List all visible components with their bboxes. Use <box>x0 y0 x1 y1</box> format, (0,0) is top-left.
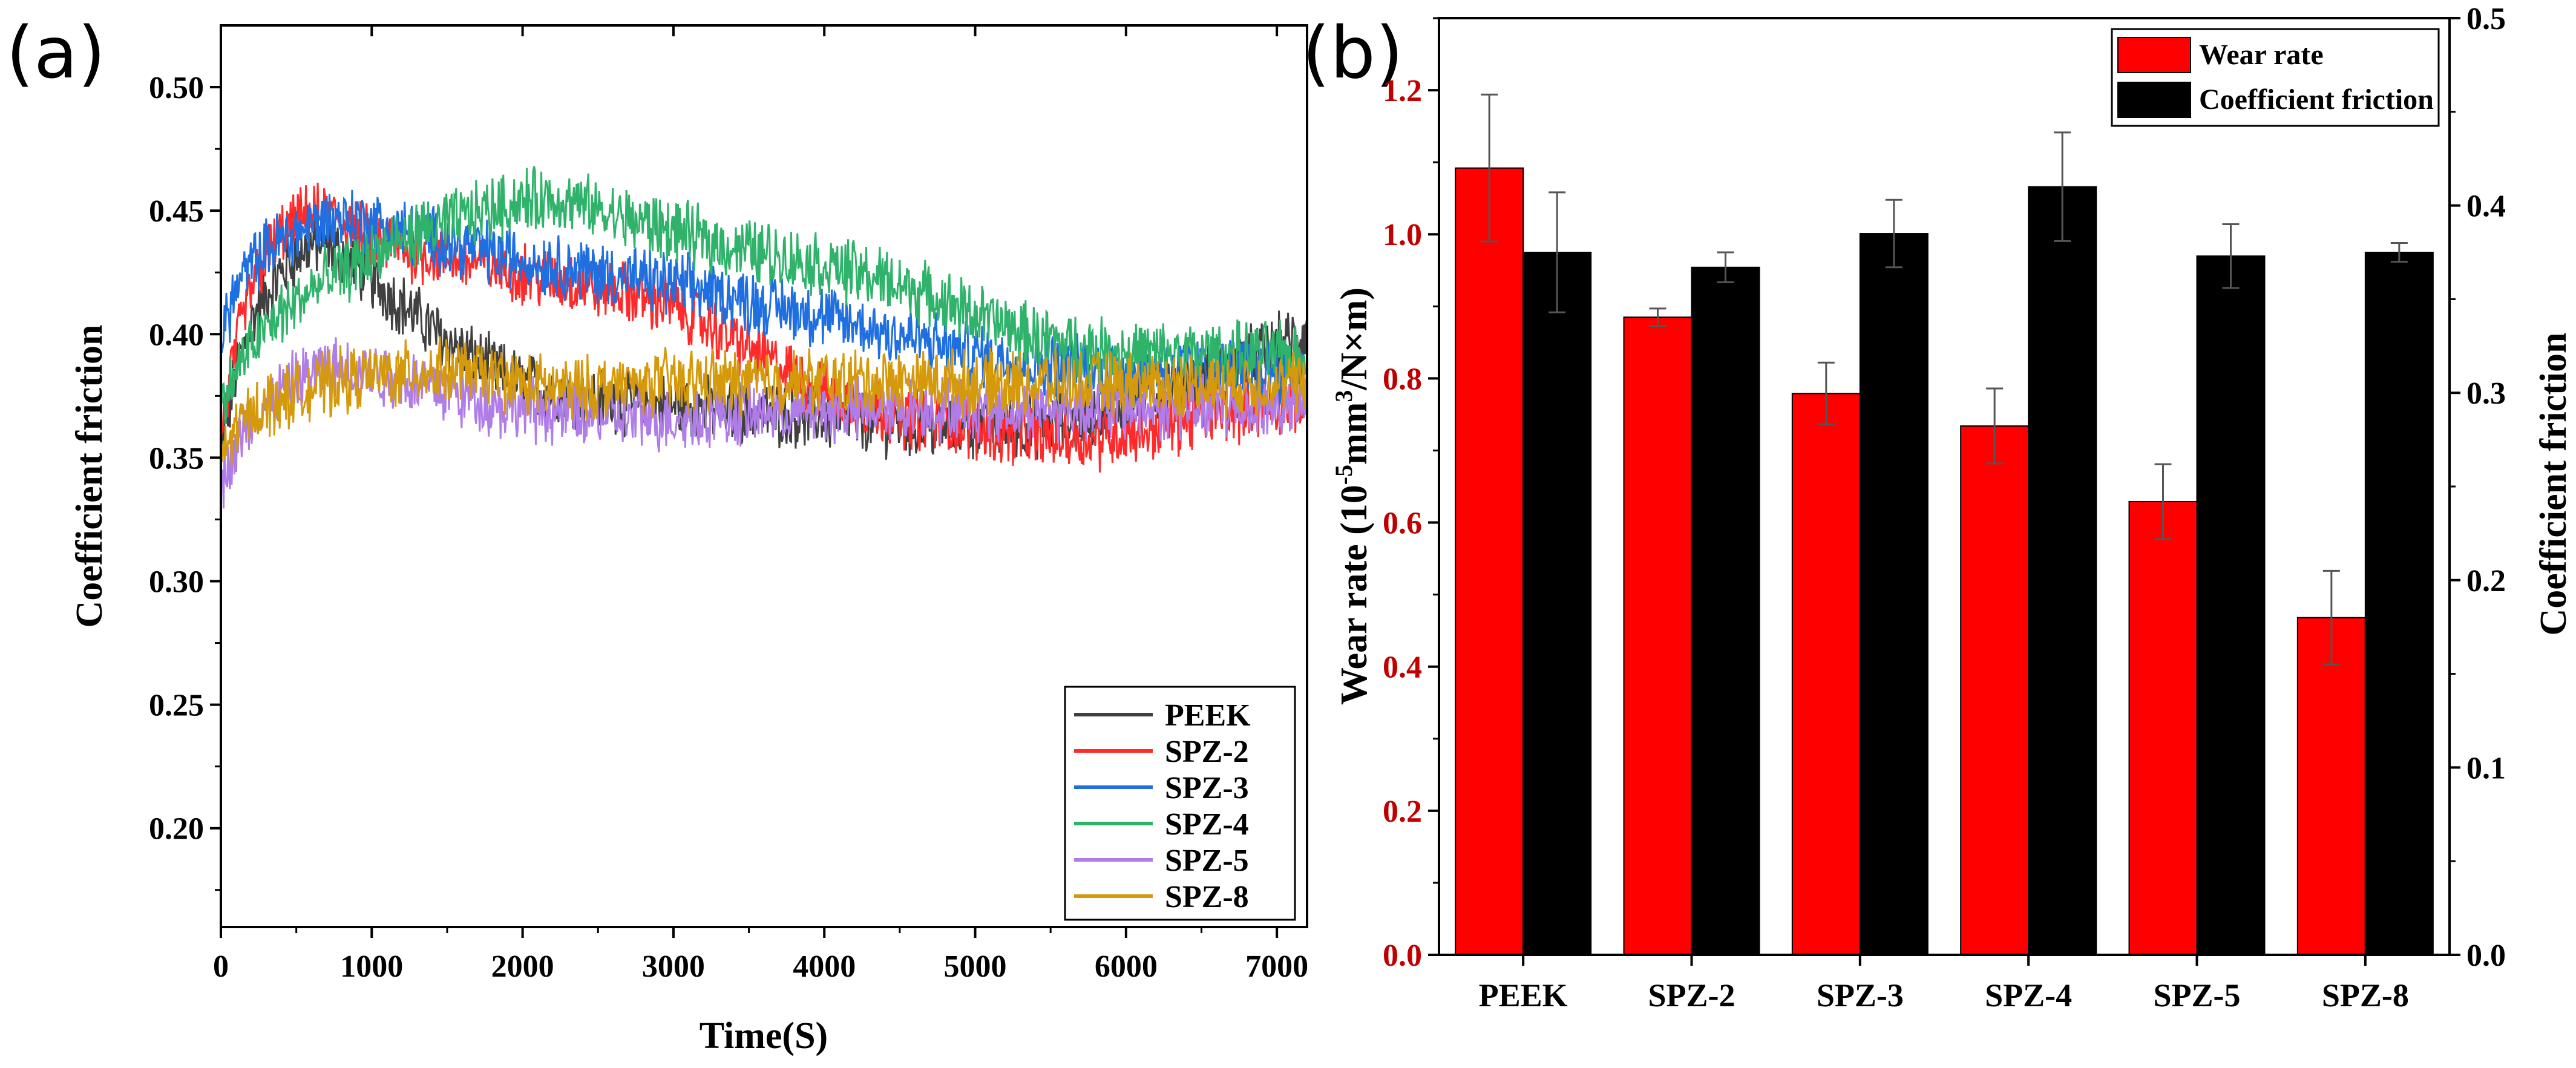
error-bar <box>2054 131 2071 242</box>
panel-a-label: (a) <box>6 11 105 94</box>
y-tick-label: 0.30 <box>149 565 204 599</box>
left-y-tick-label: 1.2 <box>1383 74 1422 108</box>
right-y-tick-label: 0.4 <box>2466 189 2506 224</box>
bar-wear-rate-spz-5 <box>2128 501 2198 955</box>
right-y-tick-label: 0.3 <box>2466 376 2506 411</box>
left-y-label-part2: mm <box>1334 402 1375 465</box>
panel-a-y-ticks: 0.20 0.25 0.30 0.35 0.40 0.45 0.50 <box>149 71 221 891</box>
category-label: SPZ-4 <box>1985 977 2072 1014</box>
y-tick-label: 0.40 <box>149 318 204 352</box>
panel-a-series-lines <box>220 166 1308 509</box>
panel-a-x-ticks: 0 1000 2000 3000 4000 5000 6000 7000 <box>213 25 1308 984</box>
category-label: SPZ-5 <box>2153 977 2240 1014</box>
error-bar <box>1717 251 1734 284</box>
series-line-spz-3 <box>220 189 1308 405</box>
left-y-tick-label: 0.0 <box>1383 939 1422 973</box>
legend-label: Wear rate <box>2199 39 2324 71</box>
error-bar <box>2154 463 2172 540</box>
bar-wear-rate-spz-4 <box>1960 425 2030 955</box>
legend-label: PEEK <box>1165 698 1251 733</box>
right-y-tick-label: 0.5 <box>2466 2 2506 36</box>
left-y-label-sup1: -5 <box>1330 465 1357 485</box>
category-label: SPZ-3 <box>1817 977 1904 1014</box>
legend-label: SPZ-5 <box>1165 844 1249 878</box>
panel-a-legend-box <box>1064 686 1296 921</box>
error-bar <box>2222 223 2240 289</box>
left-y-label-part1: Wear rate (10 <box>1334 485 1375 705</box>
panel-b-left-y-axis-label: Wear rate (10-5mm3/N×m) <box>1330 287 1375 705</box>
x-tick-label: 6000 <box>1095 949 1158 984</box>
panel-a-x-axis-label: Time(S) <box>700 1015 828 1057</box>
category-label: SPZ-8 <box>2322 977 2409 1014</box>
panel-a-plot-frame <box>220 24 1308 928</box>
bar-wear-rate-spz-3 <box>1791 393 1861 955</box>
panel-b-right-y-axis-label: Coefficient friction <box>2533 333 2574 636</box>
category-label: PEEK <box>1479 977 1568 1014</box>
error-bar <box>1649 307 1667 327</box>
panel-b-left-y-ticks: 0.0 0.2 0.4 0.6 0.8 1.0 1.2 <box>1383 17 1439 973</box>
bar-coefficient-friction-spz-5 <box>2196 255 2266 955</box>
right-y-tick-label: 0.1 <box>2466 751 2506 785</box>
bar-coefficient-friction-spz-4 <box>2028 186 2097 955</box>
panel-a-y-axis-label: Coefficient friction <box>69 325 110 628</box>
legend-label: SPZ-4 <box>1165 807 1249 842</box>
left-y-label-part3: /N×m) <box>1334 287 1375 391</box>
panel-b-label: (b) <box>1302 11 1403 94</box>
error-bar <box>2322 569 2340 666</box>
legend-label: SPZ-8 <box>1165 880 1249 914</box>
legend-label: SPZ-2 <box>1165 735 1249 769</box>
panel-b-right-y-ticks: 0.0 0.1 0.2 0.3 0.4 0.5 <box>2450 2 2506 973</box>
y-tick-label: 0.35 <box>149 441 204 476</box>
bar-wear-rate-spz-8 <box>2296 617 2366 955</box>
error-bar <box>2390 242 2408 263</box>
legend-label: Coefficient friction <box>2199 84 2434 116</box>
right-y-tick-label: 0.0 <box>2466 939 2506 973</box>
left-y-tick-label: 0.4 <box>1383 650 1422 685</box>
series-line-spz-8 <box>220 336 1308 466</box>
right-y-tick-label: 0.2 <box>2466 564 2506 598</box>
series-line-spz-4 <box>220 166 1308 425</box>
left-y-tick-label: 1.0 <box>1383 218 1422 252</box>
x-tick-label: 5000 <box>944 949 1007 984</box>
legend-swatch <box>2117 82 2191 118</box>
error-bar <box>1986 387 2004 465</box>
bar-wear-rate-spz-2 <box>1623 316 1693 956</box>
left-y-tick-label: 0.8 <box>1383 362 1422 396</box>
x-tick-label: 3000 <box>642 949 705 984</box>
x-tick-label: 7000 <box>1245 949 1308 984</box>
panel-b-legend: Wear rate Coefficient friction <box>2111 28 2440 127</box>
bar-coefficient-friction-spz-2 <box>1691 266 1760 956</box>
legend-label: SPZ-3 <box>1165 771 1249 805</box>
error-bar <box>1885 198 1903 269</box>
bar-coefficient-friction-peek <box>1522 252 1592 955</box>
bar-coefficient-friction-spz-3 <box>1859 233 1929 955</box>
legend-swatch <box>2117 37 2191 73</box>
left-y-tick-label: 0.6 <box>1383 506 1422 541</box>
panel-b: (b) 0.00.20.40.60.81.01.2 0.00.10.20.30.… <box>1302 2 2574 1014</box>
x-tick-label: 1000 <box>340 949 403 984</box>
y-tick-label: 0.25 <box>149 689 204 723</box>
y-tick-label: 0.50 <box>149 71 204 105</box>
y-tick-label: 0.20 <box>149 812 204 847</box>
panel-b-bars <box>1455 93 2434 956</box>
y-tick-label: 0.45 <box>149 194 204 229</box>
bar-coefficient-friction-spz-8 <box>2364 252 2434 955</box>
x-tick-label: 4000 <box>793 949 856 984</box>
x-tick-label: 2000 <box>491 949 554 984</box>
panel-b-x-ticks: PEEK SPZ-2 SPZ-3 SPZ-4 SPZ-5 SPZ-8 <box>1479 955 2409 1014</box>
bar-wear-rate-peek <box>1455 167 1524 955</box>
left-y-tick-label: 0.2 <box>1383 794 1422 829</box>
category-label: SPZ-2 <box>1648 977 1735 1014</box>
error-bar <box>1817 361 1835 426</box>
error-bar <box>1549 191 1566 313</box>
error-bar <box>1481 93 1498 243</box>
left-y-label-sup2: 3 <box>1330 390 1357 402</box>
panel-a: (a) 0 1000 2000 3000 4000 5000 6000 7000 0.200.… <box>6 11 1308 1057</box>
x-tick-label: 0 <box>213 949 229 984</box>
